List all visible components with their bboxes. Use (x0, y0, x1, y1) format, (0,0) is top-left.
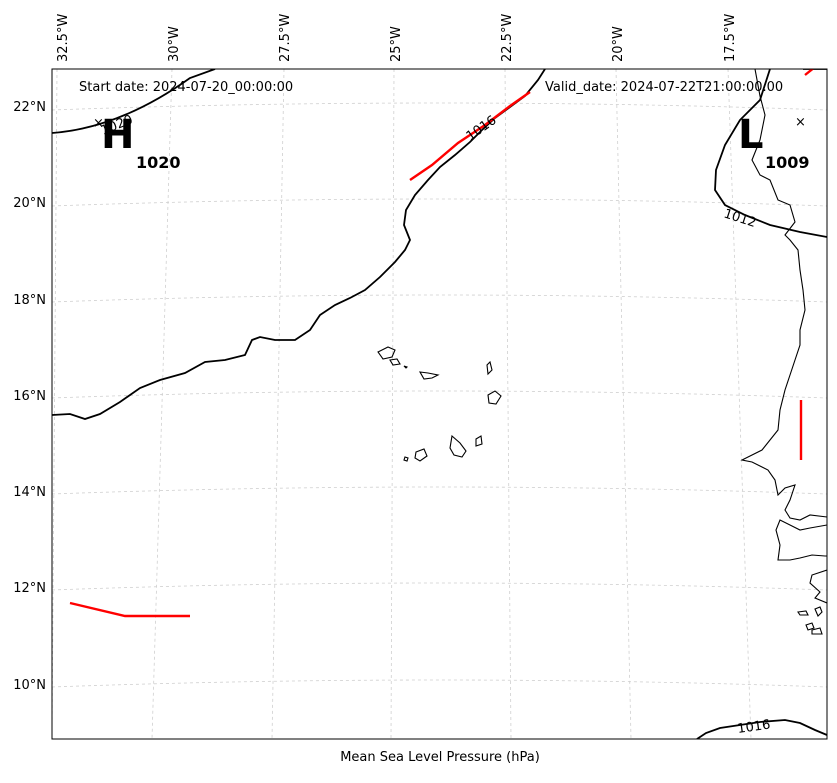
africa-coastline (740, 69, 827, 521)
lon-label-25w: 25°W (389, 26, 404, 62)
low-pressure-letter: L (738, 112, 764, 158)
lat-label-22n: 22°N (13, 100, 46, 115)
parallel-16n (52, 390, 827, 399)
lon-label-27-5w: 27.5°W (278, 14, 293, 62)
africa-coast-south (775, 519, 827, 561)
low-pressure-center: × L 1009 (738, 112, 810, 172)
high-center-marker: × (93, 116, 104, 131)
low-pressure-value: 1009 (765, 153, 810, 172)
isobar-1012-low (714, 69, 827, 238)
high-pressure-center: × H 1020 (93, 112, 181, 172)
parallel-22n (52, 102, 827, 111)
cape-verde-brava (403, 456, 409, 462)
graticule (52, 69, 827, 739)
cape-verde-fogo (414, 448, 428, 462)
meridian-27-5w (271, 69, 285, 739)
meridian-17-5w (727, 69, 752, 739)
lat-label-16n: 16°N (13, 389, 46, 404)
longitude-labels: 32.5°W 30°W 27.5°W 25°W 22.5°W 20°W 17.5… (56, 14, 738, 62)
parallel-10n (52, 679, 827, 688)
parallel-20n (52, 198, 827, 207)
high-pressure-letter: H (101, 112, 134, 158)
lat-label-18n: 18°N (13, 293, 46, 308)
cape-verde-boa-vista (487, 390, 502, 405)
cape-verde-sal (486, 360, 493, 376)
cape-verde-sao-vicente (389, 358, 401, 366)
cape-verde-sao-nicolau (418, 371, 440, 380)
cape-verde-maio (475, 435, 483, 447)
meridian-32-5w (52, 69, 58, 739)
front-southwest (69, 601, 190, 618)
parallel-12n (52, 582, 827, 591)
start-date-label: Start date: 2024-07-20_00:00:00 (79, 80, 293, 95)
latitude-labels: 22°N 20°N 18°N 16°N 14°N 12°N 10°N (13, 100, 46, 693)
front-central (409, 91, 531, 181)
map-caption: Mean Sea Level Pressure (hPa) (340, 750, 540, 765)
lon-label-17-5w: 17.5°W (723, 14, 738, 62)
isobar-1020-high (52, 69, 216, 134)
isobar-1016-south (696, 719, 827, 739)
lon-label-22-5w: 22.5°W (500, 14, 515, 62)
africa-coast-southern-tip (809, 569, 827, 604)
front-top-right (804, 69, 815, 76)
meridian-25w (390, 69, 395, 739)
meridian-22-5w (504, 69, 512, 739)
contour-label-1016-top: 1016 (464, 113, 500, 144)
lon-label-32-5w: 32.5°W (56, 14, 71, 62)
isobar-1016-west (52, 69, 546, 420)
lat-label-12n: 12°N (13, 581, 46, 596)
lon-label-30w: 30°W (167, 26, 182, 62)
cape-verde-santa-luzia (403, 365, 409, 369)
lat-label-14n: 14°N (13, 485, 46, 500)
contour-label-1012: 1012 (722, 207, 758, 231)
parallel-14n (52, 486, 827, 495)
high-pressure-value: 1020 (136, 153, 181, 172)
lon-label-20w: 20°W (611, 26, 626, 62)
cape-verde-santo-antao (377, 346, 396, 360)
valid-date-label: Valid_date: 2024-07-22T21:00:00.00 (545, 80, 783, 95)
meridian-20w (615, 69, 632, 739)
parallel-18n (52, 294, 827, 303)
lat-label-10n: 10°N (13, 678, 46, 693)
meridian-30w (151, 69, 173, 739)
cape-verde-santiago (449, 434, 467, 458)
contour-label-1016-bottom: 1016 (736, 718, 771, 737)
low-center-marker: × (795, 115, 806, 130)
lat-label-20n: 20°N (13, 196, 46, 211)
map-frame (51, 68, 828, 740)
bissagos-islands (797, 606, 823, 635)
